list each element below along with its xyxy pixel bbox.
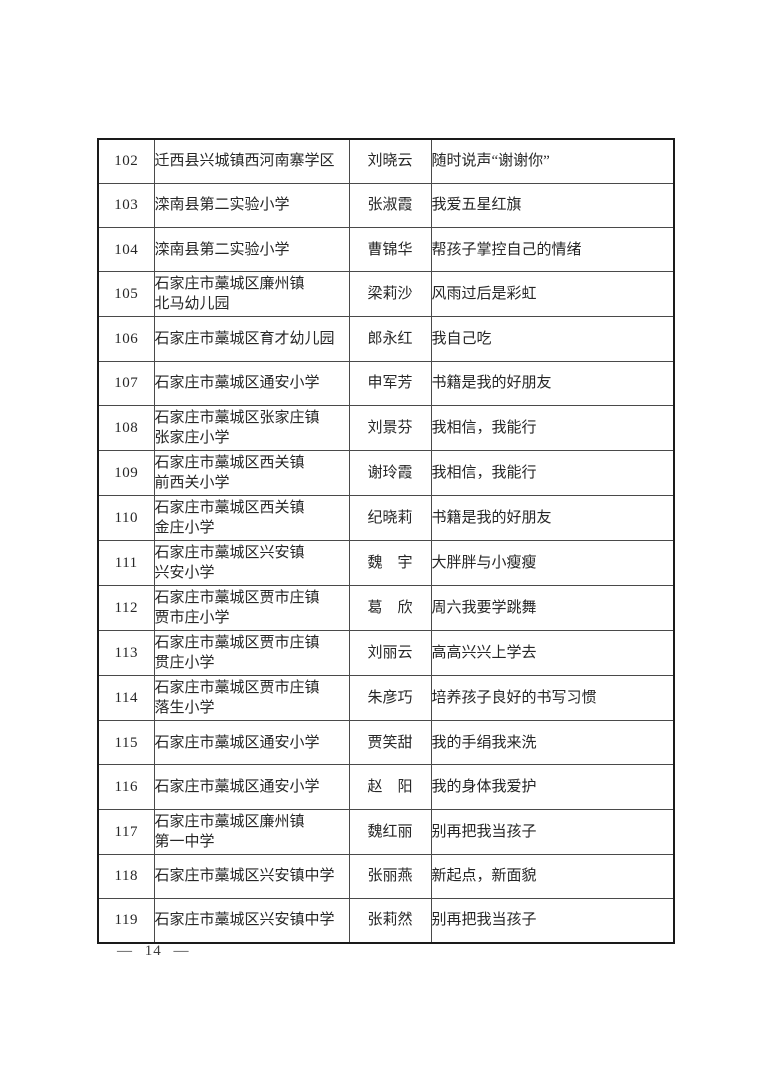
school-cell: 石家庄市藁城区廉州镇 第一中学 xyxy=(153,808,350,855)
slogan-cell: 帮孩子掌控自己的情绪 xyxy=(430,227,675,273)
table-row: 119 石家庄市藁城区兴安镇中学 张莉然 别再把我当孩子 xyxy=(97,897,675,944)
row-number-cell: 117 xyxy=(97,808,155,855)
row-number-cell: 111 xyxy=(97,539,155,586)
slogan-cell: 我爱五星红旗 xyxy=(430,182,675,229)
slogan-cell: 别再把我当孩子 xyxy=(430,808,675,855)
table-row: 117 石家庄市藁城区廉州镇 第一中学 魏红丽 别再把我当孩子 xyxy=(97,808,675,855)
person-name-cell: 纪晓莉 xyxy=(348,494,432,541)
row-number-cell: 105 xyxy=(97,271,155,318)
person-name-cell: 曹锦华 xyxy=(348,227,432,273)
slogan-cell: 我的手绢我来洗 xyxy=(430,719,675,766)
roster-table: 102 迁西县兴城镇西河南寨学区 刘晓云 随时说声“谢谢你” 103 滦南县第二实验小学张… xyxy=(97,138,675,944)
school-cell: 石家庄市藁城区西关镇 前西关小学 xyxy=(153,449,350,496)
table-row: 116 石家庄市藁城区通安小学赵 阳我的身体我爱护 xyxy=(97,764,675,810)
table-row: 108 石家庄市藁城区张家庄镇 张家庄小学 刘景芬 我相信，我能行 xyxy=(97,404,675,451)
person-name-cell: 张淑霞 xyxy=(348,182,432,229)
table-row: 112 石家庄市藁城区贾市庄镇 贾市庄小学葛 欣周六我要学跳舞 xyxy=(97,584,675,631)
row-number-cell: 113 xyxy=(97,629,155,676)
table-row: 104 滦南县第二实验小学 曹锦华 帮孩子掌控自己的情绪 xyxy=(97,227,675,273)
table-row: 110 石家庄市藁城区西关镇 金庄小学 纪晓莉 书籍是我的好朋友 xyxy=(97,494,675,541)
table-row: 103 滦南县第二实验小学 张淑霞 我爱五星红旗 xyxy=(97,182,675,229)
school-cell: 石家庄市藁城区通安小学 xyxy=(153,719,350,766)
school-cell: 石家庄市藁城区张家庄镇 张家庄小学 xyxy=(153,404,350,451)
slogan-cell: 周六我要学跳舞 xyxy=(430,584,675,631)
slogan-cell: 高高兴兴上学去 xyxy=(430,629,675,676)
person-name-cell: 张丽燕 xyxy=(348,853,432,899)
slogan-cell: 随时说声“谢谢你” xyxy=(430,138,675,184)
person-name-cell: 张莉然 xyxy=(348,897,432,944)
slogan-cell: 风雨过后是彩虹 xyxy=(430,271,675,318)
row-number-cell: 115 xyxy=(97,719,155,766)
slogan-cell: 我相信，我能行 xyxy=(430,404,675,451)
row-number-cell: 106 xyxy=(97,316,155,362)
slogan-cell: 大胖胖与小瘦瘦 xyxy=(430,539,675,586)
row-number-cell: 118 xyxy=(97,853,155,899)
table-row: 105 石家庄市藁城区廉州镇 北马幼儿园 梁莉沙 风雨过后是彩虹 xyxy=(97,271,675,318)
person-name-cell: 刘丽云 xyxy=(348,629,432,676)
person-name-cell: 魏红丽 xyxy=(348,808,432,855)
row-number-cell: 103 xyxy=(97,182,155,229)
person-name-cell: 谢玲霞 xyxy=(348,449,432,496)
slogan-cell: 我自己吃 xyxy=(430,316,675,362)
table-row: 109 石家庄市藁城区西关镇 前西关小学 谢玲霞 我相信，我能行 xyxy=(97,449,675,496)
page-number: — 14 — xyxy=(117,943,190,959)
table-row: 118 石家庄市藁城区兴安镇中学 张丽燕 新起点，新面貌 xyxy=(97,853,675,899)
school-cell: 迁西县兴城镇西河南寨学区 xyxy=(153,138,350,184)
roster-table-body: 102 迁西县兴城镇西河南寨学区 刘晓云 随时说声“谢谢你” 103 滦南县第二实验小学张… xyxy=(97,138,675,944)
school-cell: 石家庄市藁城区贾市庄镇 落生小学 xyxy=(153,674,350,721)
school-cell: 石家庄市藁城区兴安镇中学 xyxy=(153,853,350,899)
person-name-cell: 魏 宇 xyxy=(348,539,432,586)
person-name-cell: 赵 阳 xyxy=(348,764,432,810)
school-cell: 石家庄市藁城区通安小学 xyxy=(153,360,350,406)
school-cell: 石家庄市藁城区贾市庄镇 贯庄小学 xyxy=(153,629,350,676)
row-number-cell: 108 xyxy=(97,404,155,451)
row-number-cell: 116 xyxy=(97,764,155,810)
row-number-cell: 112 xyxy=(97,584,155,631)
person-name-cell: 刘晓云 xyxy=(348,138,432,184)
person-name-cell: 刘景芬 xyxy=(348,404,432,451)
slogan-cell: 我相信，我能行 xyxy=(430,449,675,496)
row-number-cell: 114 xyxy=(97,674,155,721)
school-cell: 滦南县第二实验小学 xyxy=(153,182,350,229)
table-row: 107 石家庄市藁城区通安小学 申军芳 书籍是我的好朋友 xyxy=(97,360,675,406)
school-cell: 石家庄市藁城区通安小学 xyxy=(153,764,350,810)
row-number-cell: 119 xyxy=(97,897,155,944)
slogan-cell: 新起点，新面貌 xyxy=(430,853,675,899)
row-number-cell: 107 xyxy=(97,360,155,406)
school-cell: 石家庄市藁城区育才幼儿园 xyxy=(153,316,350,362)
slogan-cell: 书籍是我的好朋友 xyxy=(430,494,675,541)
slogan-cell: 我的身体我爱护 xyxy=(430,764,675,810)
table-row: 106 石家庄市藁城区育才幼儿园 郎永红 我自己吃 xyxy=(97,316,675,362)
table-row: 114 石家庄市藁城区贾市庄镇 落生小学 朱彦巧 培养孩子良好的书写习惯 xyxy=(97,674,675,721)
slogan-cell: 培养孩子良好的书写习惯 xyxy=(430,674,675,721)
row-number-cell: 104 xyxy=(97,227,155,273)
person-name-cell: 葛 欣 xyxy=(348,584,432,631)
school-cell: 石家庄市藁城区廉州镇 北马幼儿园 xyxy=(153,271,350,318)
person-name-cell: 朱彦巧 xyxy=(348,674,432,721)
table-row: 115 石家庄市藁城区通安小学 贾笑甜 我的手绢我来洗 xyxy=(97,719,675,766)
table-row: 111 石家庄市藁城区兴安镇 兴安小学魏 宇大胖胖与小瘦瘦 xyxy=(97,539,675,586)
school-cell: 石家庄市藁城区兴安镇中学 xyxy=(153,897,350,944)
school-cell: 石家庄市藁城区西关镇 金庄小学 xyxy=(153,494,350,541)
school-cell: 滦南县第二实验小学 xyxy=(153,227,350,273)
slogan-cell: 书籍是我的好朋友 xyxy=(430,360,675,406)
person-name-cell: 郎永红 xyxy=(348,316,432,362)
slogan-cell: 别再把我当孩子 xyxy=(430,897,675,944)
row-number-cell: 109 xyxy=(97,449,155,496)
person-name-cell: 贾笑甜 xyxy=(348,719,432,766)
row-number-cell: 102 xyxy=(97,138,155,184)
table-row: 113 石家庄市藁城区贾市庄镇 贯庄小学 刘丽云 高高兴兴上学去 xyxy=(97,629,675,676)
row-number-cell: 110 xyxy=(97,494,155,541)
person-name-cell: 申军芳 xyxy=(348,360,432,406)
school-cell: 石家庄市藁城区兴安镇 兴安小学 xyxy=(153,539,350,586)
person-name-cell: 梁莉沙 xyxy=(348,271,432,318)
school-cell: 石家庄市藁城区贾市庄镇 贾市庄小学 xyxy=(153,584,350,631)
table-row: 102 迁西县兴城镇西河南寨学区 刘晓云 随时说声“谢谢你” xyxy=(97,138,675,184)
